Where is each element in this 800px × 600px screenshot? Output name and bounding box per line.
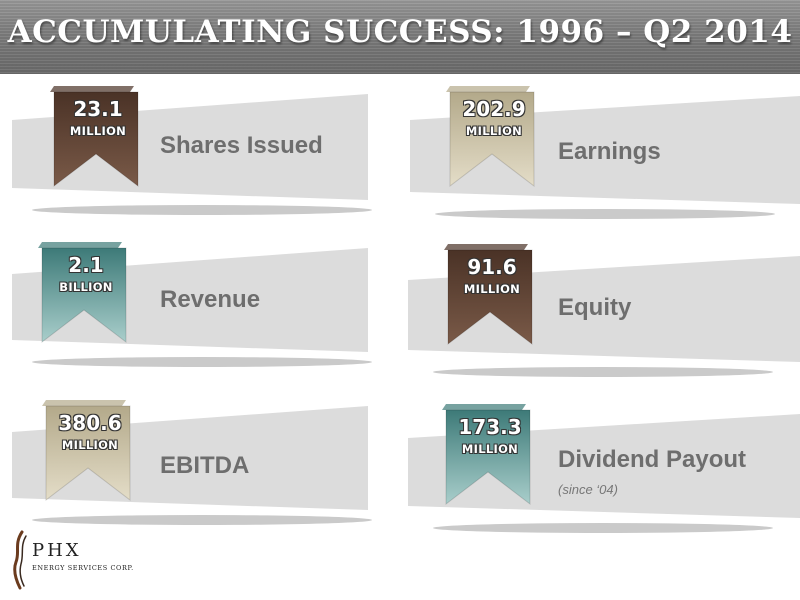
company-logo: PHX ENERGY SERVICES CORP. [8,530,158,590]
stat-card-revenue: 2.1 BILLION Revenue [12,242,407,393]
stat-number: 173.3 [458,415,522,439]
ribbon-shape [50,86,139,188]
stat-card-ebitda: 380.6 MILLION EBITDA [12,400,407,551]
ribbon-shape [42,400,131,502]
stat-unit: MILLION [463,282,521,296]
ribbon-shape [442,404,531,506]
stat-number: 2.1 [68,253,104,277]
stat-card-shares-issued: 23.1 MILLION Shares Issued [12,86,407,237]
ribbon-shape [446,86,535,188]
ribbon-badge: 91.6 MILLION [444,244,540,346]
stat-note: (since ‘04) [558,482,618,497]
ribbon-badge: 380.6 MILLION [42,400,138,502]
ribbon-badge: 202.9 MILLION [446,86,542,188]
stat-unit: BILLION [59,280,113,294]
stat-number: 380.6 [58,411,122,435]
stat-unit: MILLION [465,124,523,138]
stat-number: 23.1 [73,97,123,121]
stat-unit: MILLION [69,124,127,138]
stat-label: Revenue [160,286,261,313]
stat-unit: MILLION [61,438,119,452]
stat-card-earnings: 202.9 MILLION Earnings [410,86,800,237]
stat-number: 91.6 [467,255,517,279]
ribbon-badge: 23.1 MILLION [50,86,146,188]
stat-card-equity: 91.6 MILLION Equity [408,244,800,395]
logo-subtitle: ENERGY SERVICES CORP. [32,564,134,572]
stat-unit: MILLION [461,442,519,456]
ribbon-badge: 173.3 MILLION [442,404,538,506]
ribbon-shape [38,242,127,344]
stat-number: 202.9 [462,97,526,121]
ribbon-shape [444,244,533,346]
stat-label: EBITDA [160,452,250,479]
ribbon-badge: 2.1 BILLION [38,242,134,344]
stat-label: Equity [558,294,632,321]
stat-card-dividend-payout: 173.3 MILLION Dividend Payout (since ‘04… [408,404,800,555]
title-bar: ACCUMULATING SUCCESS: 1996 – Q2 2014 [0,0,800,74]
logo-name: PHX [32,540,82,561]
stat-label: Dividend Payout [558,446,747,473]
slide-title: ACCUMULATING SUCCESS: 1996 – Q2 2014 [7,14,793,50]
stat-label: Earnings [558,138,661,165]
logo-mark-icon [13,530,27,590]
stat-label: Shares Issued [160,132,323,159]
